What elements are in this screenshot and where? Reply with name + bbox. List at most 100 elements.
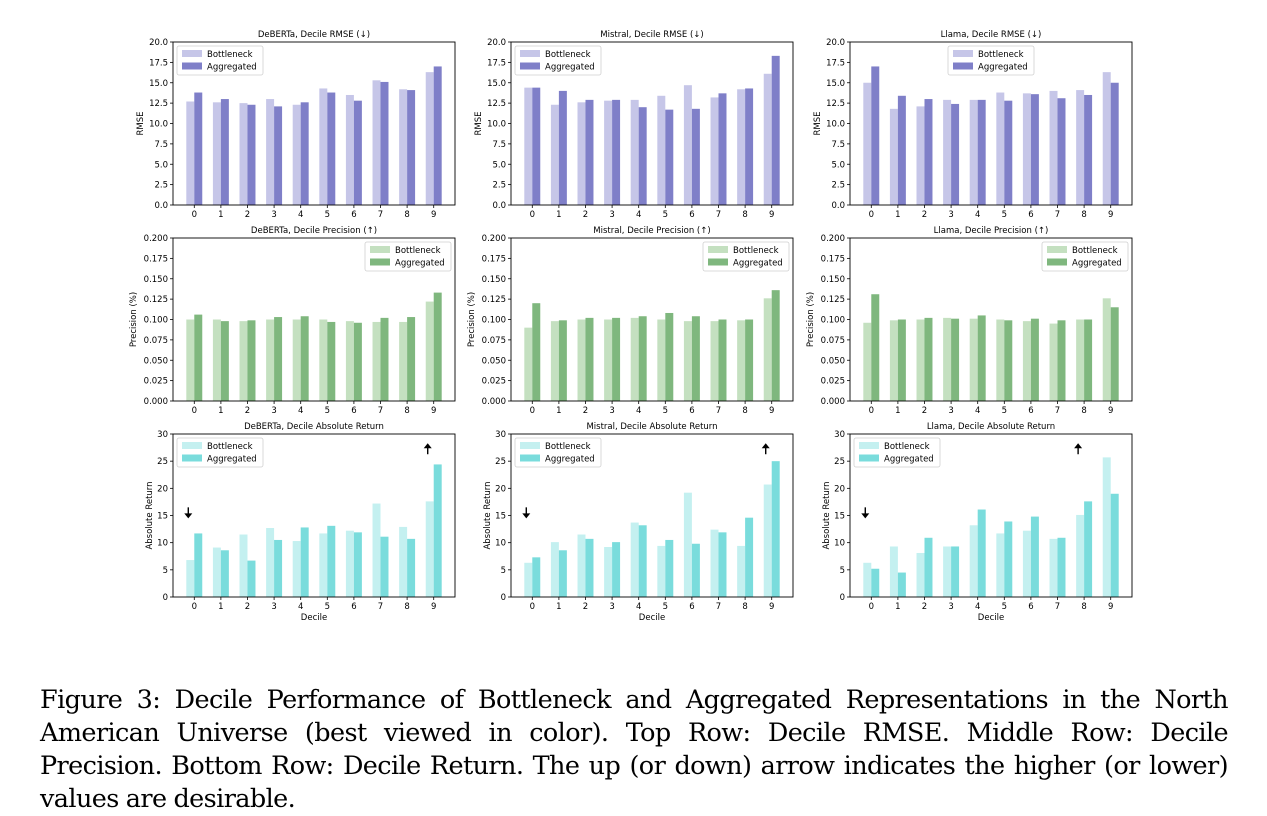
legend: Bottleneck Aggregated bbox=[853, 437, 941, 468]
y-tick-label: 0.0 bbox=[492, 201, 506, 211]
legend-label: Bottleneck bbox=[207, 442, 253, 452]
y-tick-label: 20 bbox=[834, 484, 845, 494]
y-tick-label: 0.150 bbox=[482, 275, 506, 285]
bar-bottleneck bbox=[683, 321, 692, 401]
bar-bottleneck bbox=[630, 317, 639, 401]
bar-aggregated bbox=[691, 543, 700, 597]
x-tick-label: 8 bbox=[742, 406, 747, 416]
x-tick-label: 2 bbox=[583, 210, 588, 220]
x-tick-label: 5 bbox=[325, 210, 330, 220]
bar-bottleneck bbox=[863, 82, 872, 205]
bar-bottleneck bbox=[630, 99, 639, 205]
x-tick-label: 5 bbox=[1002, 602, 1007, 612]
bar-aggregated bbox=[433, 464, 442, 597]
plot-frame bbox=[172, 41, 456, 206]
y-tick-label: 12.5 bbox=[826, 99, 845, 109]
bar-bottleneck bbox=[916, 106, 925, 205]
y-tick-label: 15.0 bbox=[487, 79, 506, 89]
legend-swatch-bottleneck bbox=[708, 246, 728, 253]
y-tick-label: 5 bbox=[840, 566, 845, 576]
x-tick-label: 9 bbox=[1108, 210, 1113, 220]
bar-bottleneck bbox=[292, 104, 301, 205]
bar-bottleneck bbox=[737, 320, 746, 401]
y-tick-label: 7.5 bbox=[154, 140, 168, 150]
legend-label: Aggregated bbox=[207, 63, 257, 73]
x-tick-label: 8 bbox=[742, 210, 747, 220]
y-tick-label: 0.200 bbox=[482, 234, 506, 244]
x-tick-label: 0 bbox=[530, 210, 535, 220]
y-tick-label: 0.100 bbox=[482, 316, 506, 326]
chart-panel: DeBERTa, Decile Precision (↑) 0.000 0.025 0… bbox=[129, 226, 456, 416]
x-tick-label: 8 bbox=[404, 602, 409, 612]
figure-svg: DeBERTa, Decile RMSE (↓)0.02.55.07.510.0… bbox=[129, 30, 1133, 623]
bar-aggregated bbox=[585, 538, 594, 597]
bar-bottleneck bbox=[604, 100, 613, 205]
down-arrow-icon bbox=[861, 507, 870, 519]
bar-aggregated bbox=[532, 87, 541, 205]
bar-aggregated bbox=[638, 316, 647, 401]
legend: Bottleneck Aggregated bbox=[514, 45, 602, 76]
bar-aggregated bbox=[691, 316, 700, 401]
bar-aggregated bbox=[924, 317, 933, 401]
y-tick-label: 10 bbox=[495, 539, 506, 549]
bar-aggregated bbox=[220, 321, 229, 401]
bar-aggregated bbox=[1110, 493, 1119, 597]
arrow-head bbox=[423, 443, 432, 449]
x-tick-label: 3 bbox=[271, 406, 276, 416]
bar-bottleneck bbox=[266, 527, 275, 597]
bar-bottleneck bbox=[1022, 93, 1031, 205]
y-tick-label: 2.5 bbox=[154, 181, 168, 191]
legend: Bottleneck Aggregated bbox=[176, 45, 264, 76]
x-tick-label: 2 bbox=[583, 406, 588, 416]
bar-aggregated bbox=[353, 532, 362, 597]
x-tick-label: 1 bbox=[218, 602, 223, 612]
bar-bottleneck bbox=[345, 94, 354, 205]
bar-bottleneck bbox=[577, 102, 586, 205]
x-tick-label: 2 bbox=[922, 602, 927, 612]
x-tick-label: 0 bbox=[869, 602, 874, 612]
y-tick-label: 0.175 bbox=[144, 254, 168, 264]
arrow-head bbox=[522, 513, 531, 519]
arrow-head bbox=[761, 443, 770, 449]
bar-aggregated bbox=[1084, 501, 1093, 597]
y-tick-label: 20.0 bbox=[826, 38, 845, 48]
chart-title: Llama, Decile Absolute Return bbox=[927, 422, 1055, 432]
x-tick-label: 6 bbox=[1028, 210, 1033, 220]
x-tick-label: 6 bbox=[689, 406, 694, 416]
bar-aggregated bbox=[951, 318, 960, 401]
bar-aggregated bbox=[745, 517, 754, 597]
chart-panel: Mistral, Decile RMSE (↓) 0.0 2.5 5.0 7.5 10.0… bbox=[474, 30, 794, 220]
x-tick-label: 5 bbox=[325, 406, 330, 416]
y-tick-label: 0.000 bbox=[821, 397, 845, 407]
x-tick-label: 2 bbox=[583, 602, 588, 612]
y-tick-label: 2.5 bbox=[492, 181, 506, 191]
y-tick-label: 0 bbox=[840, 593, 845, 603]
y-tick-label: 0.025 bbox=[144, 377, 168, 387]
x-tick-label: 3 bbox=[609, 210, 614, 220]
x-tick-label: 8 bbox=[1081, 602, 1086, 612]
bar-bottleneck bbox=[577, 319, 586, 401]
y-tick-label: 10.0 bbox=[149, 120, 168, 130]
bar-aggregated bbox=[951, 546, 960, 597]
y-tick-label: 0.150 bbox=[821, 275, 845, 285]
bar-aggregated bbox=[353, 100, 362, 205]
bar-aggregated bbox=[274, 317, 283, 401]
x-tick-label: 5 bbox=[325, 602, 330, 612]
bar-aggregated bbox=[612, 542, 621, 597]
x-tick-label: 1 bbox=[895, 406, 900, 416]
bar-bottleneck bbox=[372, 80, 381, 205]
y-tick-label: 5.0 bbox=[831, 160, 845, 170]
y-tick-label: 20 bbox=[495, 484, 506, 494]
x-tick-label: 1 bbox=[895, 602, 900, 612]
chart-panel: Llama, Decile RMSE (↓)0.02.55.07.510.012… bbox=[813, 30, 1133, 220]
x-tick-label: 3 bbox=[271, 602, 276, 612]
y-tick-label: 12.5 bbox=[149, 99, 168, 109]
legend-swatch-aggregated bbox=[182, 454, 202, 462]
bar-aggregated bbox=[924, 99, 933, 205]
bar-aggregated bbox=[327, 525, 336, 597]
bar-bottleneck bbox=[916, 552, 925, 597]
bar-bottleneck bbox=[186, 101, 195, 205]
figure-caption: Figure 3: Decile Performance of Bottlene… bbox=[40, 684, 1229, 814]
x-tick-label: 2 bbox=[245, 210, 250, 220]
bar-bottleneck bbox=[1049, 90, 1058, 205]
